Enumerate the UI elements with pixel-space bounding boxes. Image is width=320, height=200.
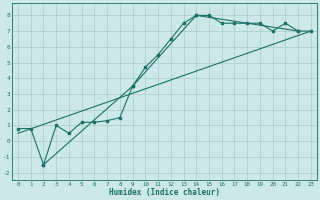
- X-axis label: Humidex (Indice chaleur): Humidex (Indice chaleur): [109, 188, 220, 197]
